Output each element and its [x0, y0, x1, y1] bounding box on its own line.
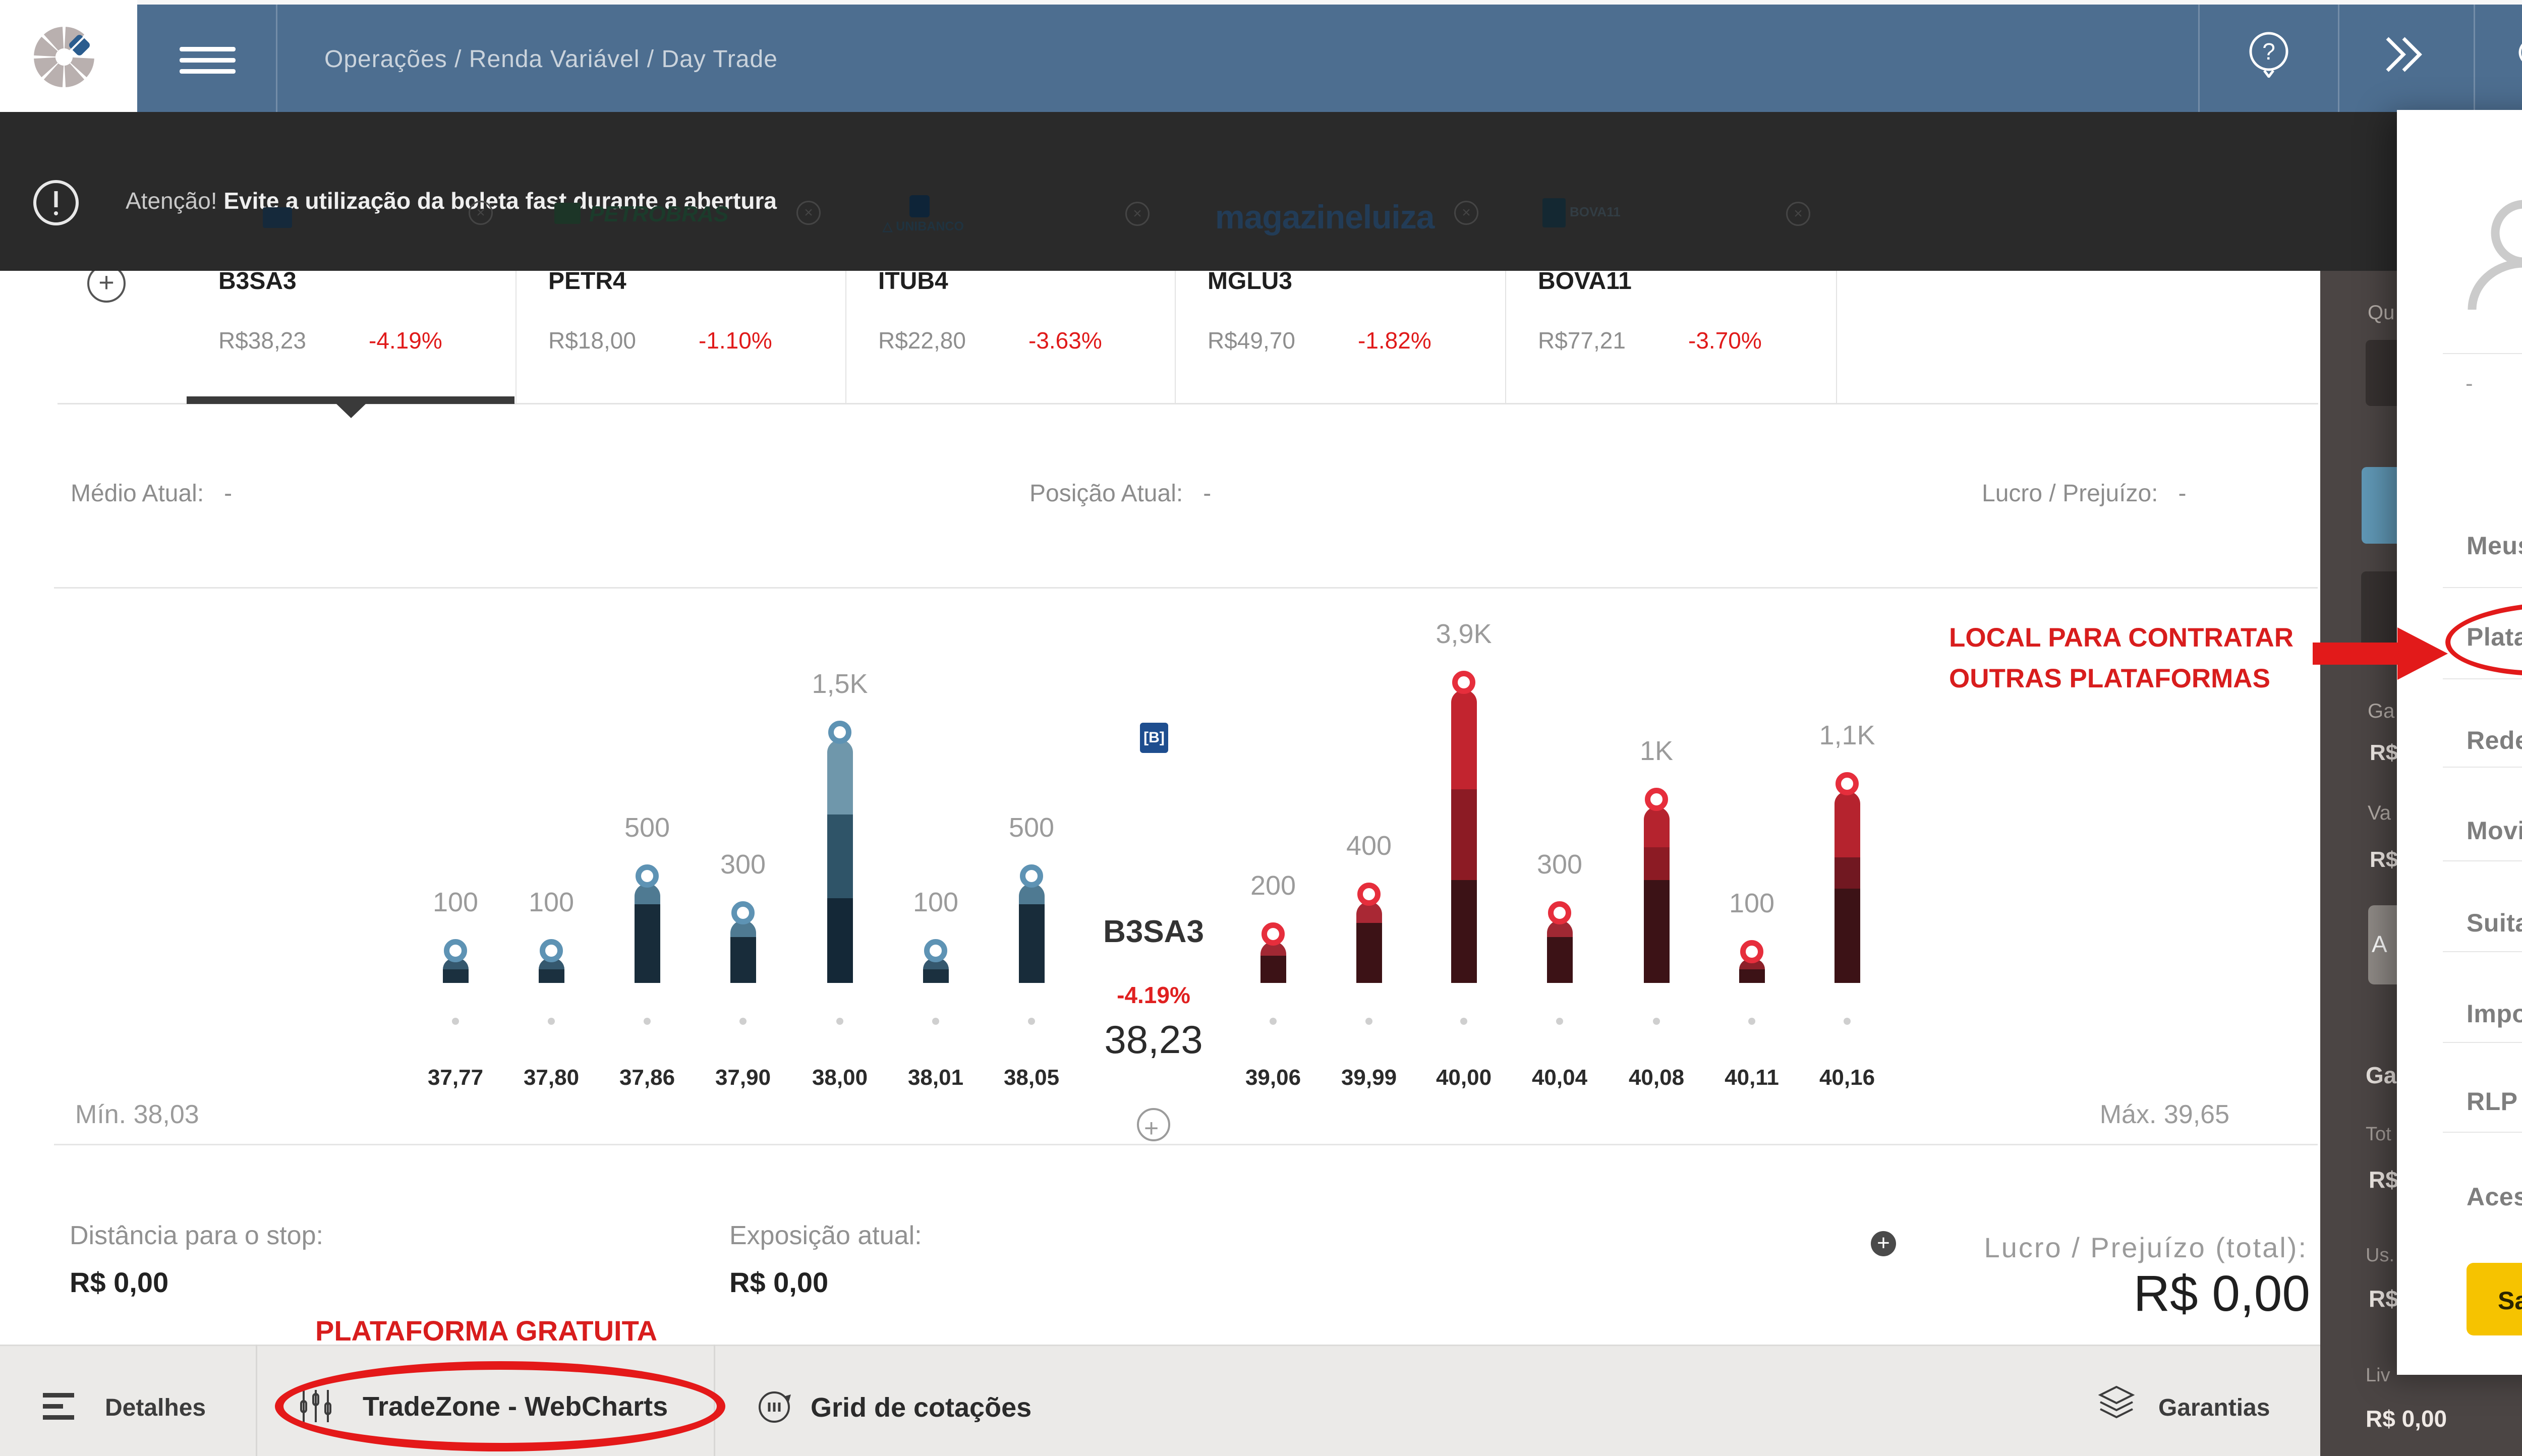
svg-text:?: ? — [2262, 38, 2275, 65]
